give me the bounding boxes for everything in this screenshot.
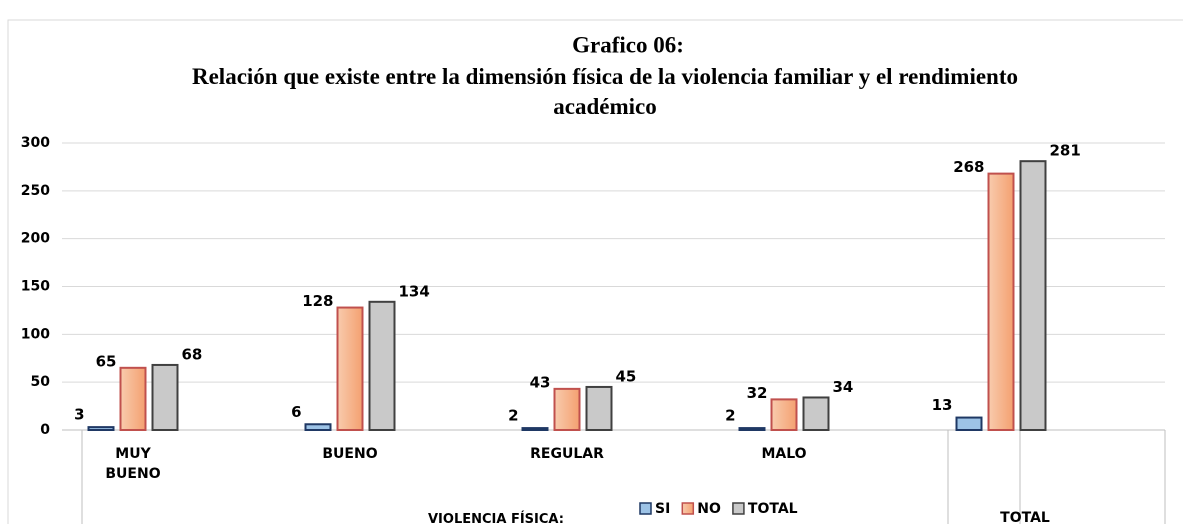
data-label: 6 xyxy=(291,403,301,421)
y-tick-label: 200 xyxy=(21,231,50,247)
y-tick-label: 50 xyxy=(31,374,51,390)
chart-title: Grafico 06: xyxy=(572,32,684,57)
bar xyxy=(304,423,332,432)
data-label: 68 xyxy=(182,345,203,363)
bar xyxy=(87,426,115,432)
data-label: 3 xyxy=(74,406,84,424)
data-label: 32 xyxy=(747,384,768,402)
data-label: 2 xyxy=(725,407,735,425)
data-label: 43 xyxy=(530,373,551,391)
data-label: 128 xyxy=(302,292,333,310)
bar xyxy=(585,385,613,432)
y-tick-label: 300 xyxy=(21,135,50,151)
data-label: 134 xyxy=(399,282,430,300)
bar xyxy=(955,416,983,431)
data-label: 268 xyxy=(953,158,984,176)
bar xyxy=(802,396,830,431)
x-tick-label: MALO xyxy=(761,446,807,462)
legend-label: TOTAL xyxy=(748,501,798,517)
chart-subtitle: Relación que existe entre la dimensión f… xyxy=(191,64,1018,119)
data-label: 45 xyxy=(616,367,637,385)
data-label: 13 xyxy=(932,396,953,414)
y-tick-label: 0 xyxy=(40,422,50,438)
x-axis-label: VIOLENCIA FÍSICA: xyxy=(428,512,564,524)
legend-swatch xyxy=(732,502,745,515)
bar xyxy=(521,427,549,432)
table-lines xyxy=(81,430,1166,524)
x-tick-label: TOTAL xyxy=(1000,510,1050,524)
bar xyxy=(368,300,396,431)
data-label: 281 xyxy=(1050,142,1081,160)
legend-swatch xyxy=(681,502,695,515)
data-label: 34 xyxy=(833,378,854,396)
bar xyxy=(738,427,766,432)
x-tick-label: BUENO xyxy=(322,446,378,462)
y-tick-label: 250 xyxy=(21,183,50,199)
legend-label: SI xyxy=(655,501,670,517)
bar xyxy=(336,306,364,431)
y-tick-label: 100 xyxy=(21,326,50,342)
data-label: 2 xyxy=(508,407,518,425)
x-tick-label: REGULAR xyxy=(530,446,604,462)
frame xyxy=(7,19,1183,524)
subtitle-box: Relación que existe entre la dimensión f… xyxy=(191,64,1018,119)
legend-swatch xyxy=(639,502,652,515)
bar xyxy=(119,366,147,432)
bar xyxy=(151,363,179,431)
data-label: 65 xyxy=(96,352,117,370)
x-tick-label: MUY BUENO xyxy=(105,446,161,482)
bar xyxy=(1019,160,1047,431)
bar xyxy=(987,172,1015,431)
bar xyxy=(553,387,581,432)
bar xyxy=(770,398,798,431)
y-tick-label: 150 xyxy=(21,279,50,295)
legend-label: NO xyxy=(697,501,721,517)
